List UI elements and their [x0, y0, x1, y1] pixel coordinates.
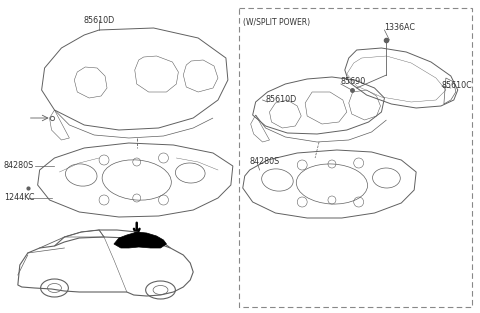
Bar: [239, 8, 472, 307]
Text: 84280S: 84280S: [4, 162, 34, 171]
Text: 1336AC: 1336AC: [384, 23, 416, 33]
Text: 85610C: 85610C: [442, 81, 473, 90]
Polygon shape: [114, 232, 167, 248]
Text: 85690: 85690: [341, 78, 366, 86]
Text: (W/SPLIT POWER): (W/SPLIT POWER): [243, 18, 310, 27]
Text: 84280S: 84280S: [250, 157, 280, 167]
Text: 85610D: 85610D: [84, 16, 115, 25]
Text: 1244KC: 1244KC: [4, 193, 35, 203]
Text: 85610D: 85610D: [266, 95, 297, 105]
